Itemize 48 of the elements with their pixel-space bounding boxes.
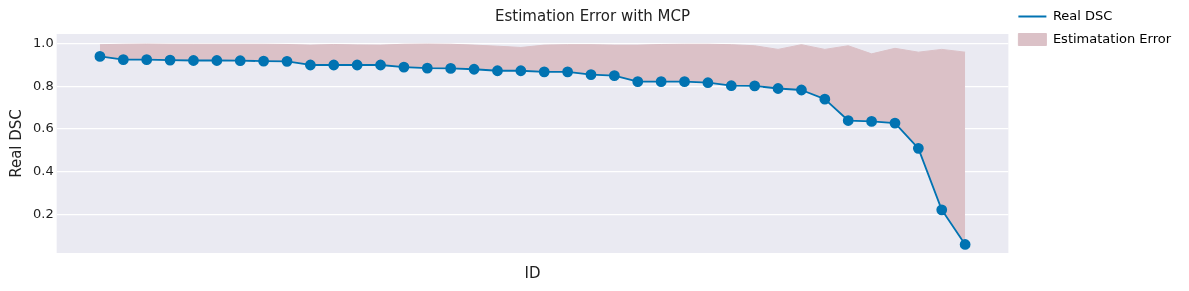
point <box>632 76 644 88</box>
point <box>515 65 527 77</box>
point <box>117 54 129 66</box>
point <box>188 55 199 66</box>
point <box>655 76 667 88</box>
y-axis-title: Real DSC <box>6 109 25 178</box>
point <box>608 70 620 82</box>
point <box>679 76 690 88</box>
point <box>421 62 433 74</box>
legend-label: Real DSC <box>1052 7 1113 23</box>
point <box>819 93 831 105</box>
point <box>398 61 410 73</box>
point <box>562 66 574 78</box>
point <box>889 117 901 129</box>
point <box>258 55 270 67</box>
point <box>796 84 807 96</box>
point <box>141 54 153 66</box>
y-tick-label: 0.8 <box>32 77 54 93</box>
point <box>468 63 480 75</box>
point <box>304 59 316 71</box>
chart-title: Estimation Error with MCP <box>494 6 691 25</box>
point <box>725 80 737 92</box>
point <box>866 115 877 127</box>
point <box>959 239 971 250</box>
point <box>912 142 924 154</box>
y-tick-label: 0.4 <box>32 163 54 179</box>
y-tick-label: 1.0 <box>32 34 54 50</box>
point <box>842 115 854 126</box>
legend-label: Estimatation Error <box>1052 30 1172 46</box>
point <box>445 63 457 74</box>
point <box>281 55 293 67</box>
point <box>375 59 386 71</box>
point <box>492 65 503 77</box>
point <box>702 77 714 89</box>
point <box>234 55 246 67</box>
point <box>749 80 761 92</box>
point <box>94 51 106 62</box>
point <box>538 66 550 78</box>
point <box>211 55 223 66</box>
point <box>328 59 340 71</box>
point <box>164 54 176 66</box>
point <box>772 83 784 94</box>
point <box>936 204 948 216</box>
y-tick-label: 0.6 <box>32 120 54 136</box>
point <box>585 69 597 80</box>
x-axis-title: ID <box>524 263 541 282</box>
y-tick-label: 0.2 <box>32 205 54 221</box>
point <box>351 59 363 71</box>
